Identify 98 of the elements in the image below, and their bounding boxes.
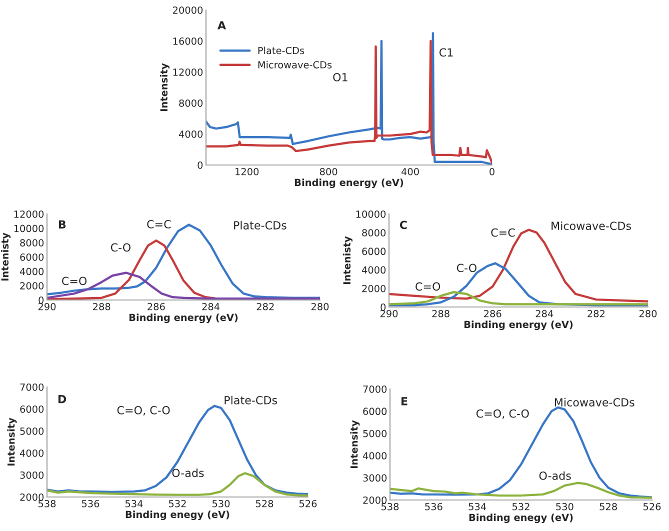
y-tick-label: 7000 xyxy=(363,385,387,393)
x-tick-label: 282 xyxy=(588,310,605,318)
text: E xyxy=(402,397,408,406)
x-axis-title: Binding energy (eV) xyxy=(294,178,404,188)
annotation: C=C xyxy=(147,220,171,228)
y-axis-title: Intensity xyxy=(160,63,170,112)
annotation: O-ads xyxy=(172,468,204,478)
text: D xyxy=(58,395,66,404)
chart-title: C xyxy=(400,220,407,230)
y-tick-label: 8000 xyxy=(20,239,44,246)
x-axis-title: Binding enegy (eV) xyxy=(469,514,573,524)
text: A xyxy=(217,21,226,30)
y-tick-label: 20000 xyxy=(173,6,203,14)
annotation: C1 xyxy=(439,48,453,57)
annotation: O-ads xyxy=(539,471,571,480)
annotation: C-O xyxy=(456,264,476,272)
y-tick-label: 0 xyxy=(38,296,44,304)
line-series xyxy=(47,404,308,496)
y-tick-label: 5000 xyxy=(363,430,387,438)
y-axis-title: Intensity xyxy=(7,418,17,466)
x-tick-label: 536 xyxy=(82,500,100,508)
y-tick-label: 6000 xyxy=(20,405,44,413)
legend-label: Plate-CDs xyxy=(258,46,304,54)
annotation: C=O, C-O xyxy=(476,409,529,419)
y-tick-label: 8000 xyxy=(362,229,386,236)
y-tick-label: 7000 xyxy=(20,383,44,391)
y-tick-label: 6000 xyxy=(20,253,44,261)
x-tick-label: 534 xyxy=(125,500,143,508)
x-tick-label: 1200 xyxy=(236,168,259,176)
x-tick-label: 534 xyxy=(468,502,486,510)
y-tick-label: 12000 xyxy=(173,68,203,76)
x-axis-title: Binding energy (eV) xyxy=(129,314,238,324)
text: Micowave-CDs xyxy=(552,221,631,230)
x-tick-label: 0 xyxy=(490,168,494,176)
annotation: C-O xyxy=(110,243,130,252)
x-tick-label: 400 xyxy=(401,168,419,176)
x-axis-title: Binding enegy (eV) xyxy=(126,510,230,520)
y-tick-label: 4000 xyxy=(178,130,203,138)
line-series xyxy=(389,228,648,303)
y-axis-title: Intenisty xyxy=(343,236,353,284)
annotation: C=O xyxy=(62,276,87,286)
y-tick-label: 2000 xyxy=(362,284,386,292)
y-tick-label: 3000 xyxy=(363,474,387,482)
y-tick-label: 4000 xyxy=(20,268,44,276)
annotation: O1 xyxy=(333,73,348,82)
y-tick-label: 3000 xyxy=(20,471,44,479)
y-tick-label: 8000 xyxy=(179,99,203,107)
x-tick-label: 530 xyxy=(212,500,230,508)
x-tick-label: 526 xyxy=(299,500,317,508)
line-series xyxy=(390,406,652,498)
y-tick-label: 4000 xyxy=(362,266,386,274)
y-tick-label: 10000 xyxy=(14,224,44,232)
x-tick-label: 532 xyxy=(168,500,186,508)
x-tick-label: 536 xyxy=(425,502,442,510)
x-tick-label: 290 xyxy=(38,302,56,310)
annotation: C=C xyxy=(491,228,515,237)
text: Micowave-CDs xyxy=(554,398,634,406)
x-tick-label: 288 xyxy=(432,310,450,318)
x-tick-label: 290 xyxy=(380,310,398,318)
y-axis-title: Intenisty xyxy=(1,232,11,281)
x-tick-label: 538 xyxy=(381,502,399,510)
x-tick-label: 528 xyxy=(600,502,617,510)
x-tick-label: 280 xyxy=(311,302,329,310)
chart-title: B xyxy=(58,220,66,228)
y-tick-label: 2000 xyxy=(20,282,44,290)
text: Plate-CDs xyxy=(234,220,286,230)
x-tick-label: 286 xyxy=(484,310,502,318)
y-tick-label: 4000 xyxy=(20,449,44,457)
line-series xyxy=(47,239,218,300)
line-series xyxy=(389,291,648,306)
x-tick-label: 528 xyxy=(256,500,274,508)
x-tick-label: 526 xyxy=(643,502,661,510)
y-tick-label: 4000 xyxy=(362,452,387,460)
y-tick-label: 12000 xyxy=(14,210,44,218)
annotation: C=O, C-O xyxy=(117,406,170,416)
y-tick-label: 6000 xyxy=(363,408,387,416)
x-tick-label: 284 xyxy=(536,310,554,318)
x-tick-label: 530 xyxy=(556,502,574,510)
x-tick-label: 288 xyxy=(93,302,110,310)
x-tick-label: 284 xyxy=(202,302,220,310)
y-tick-label: 2000 xyxy=(20,493,44,501)
annotation: C=O xyxy=(416,282,440,291)
x-tick-label: 286 xyxy=(148,302,165,310)
y-tick-label: 5000 xyxy=(20,427,44,435)
y-tick-label: 2000 xyxy=(363,496,387,504)
x-tick-label: 280 xyxy=(639,310,657,318)
y-tick-label: 10000 xyxy=(356,210,386,218)
y-tick-label: 16000 xyxy=(173,37,203,45)
x-tick-label: 538 xyxy=(38,500,56,508)
y-tick-label: 0 xyxy=(198,161,203,169)
text: Plate-CDs xyxy=(224,396,277,404)
x-tick-label: 800 xyxy=(320,168,338,176)
legend-label: Microwave-CDs xyxy=(258,60,332,68)
x-axis-title: Binding energy (eV) xyxy=(464,320,573,330)
x-tick-label: 532 xyxy=(512,502,530,510)
y-tick-label: 6000 xyxy=(362,248,386,256)
y-axis-title: Intensity xyxy=(350,420,360,468)
x-tick-label: 282 xyxy=(256,302,274,310)
